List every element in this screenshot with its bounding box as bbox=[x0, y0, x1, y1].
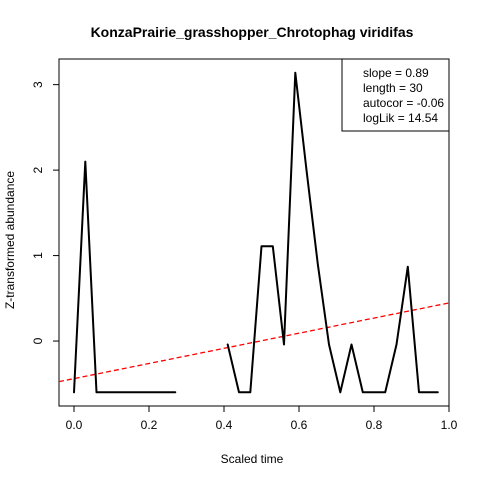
legend-entry: autocor = -0.06 bbox=[363, 96, 444, 110]
x-tick-label: 0.4 bbox=[216, 418, 233, 432]
plot-frame bbox=[58, 58, 450, 407]
y-axis-label: Z-transformed abundance bbox=[3, 171, 17, 309]
y-tick-label: 1 bbox=[31, 252, 45, 259]
x-tick-label: 0.6 bbox=[291, 418, 308, 432]
legend-entry: length = 30 bbox=[363, 81, 423, 95]
trend-line bbox=[58, 302, 450, 383]
x-axis-label: Scaled time bbox=[221, 452, 284, 466]
y-tick-label: 2 bbox=[31, 166, 45, 173]
chart-title: KonzaPrairie_grasshopper_Chrotophag viri… bbox=[91, 24, 414, 40]
plot-area bbox=[58, 71, 450, 394]
x-tick-label: 0.8 bbox=[366, 418, 383, 432]
legend-entry: logLik = 14.54 bbox=[363, 111, 438, 125]
series-line bbox=[73, 160, 177, 394]
y-axis: 0 1 2 3 bbox=[31, 81, 59, 344]
x-tick-label: 1.0 bbox=[441, 418, 458, 432]
x-tick-label: 0.0 bbox=[66, 418, 83, 432]
legend-box bbox=[341, 58, 450, 132]
y-tick-label: 3 bbox=[31, 81, 45, 88]
legend-entry: slope = 0.89 bbox=[363, 66, 429, 80]
x-axis: 0.0 0.2 0.4 0.6 0.8 1.0 bbox=[66, 406, 458, 432]
series-line bbox=[226, 71, 439, 394]
y-tick-label: 0 bbox=[31, 337, 45, 344]
x-tick-label: 0.2 bbox=[141, 418, 158, 432]
